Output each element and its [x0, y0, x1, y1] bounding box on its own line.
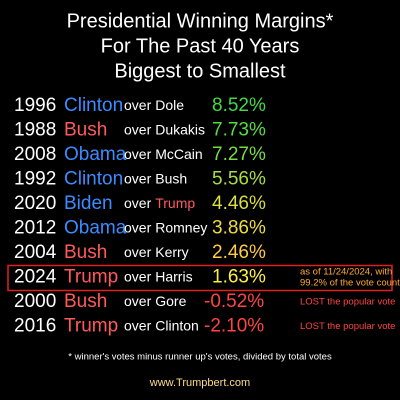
note: as of 11/24/2024, with — [300, 267, 392, 278]
margin: 1.63% — [212, 267, 266, 288]
over: over — [124, 317, 152, 333]
margin: 5.56% — [212, 169, 266, 190]
loser: Dukakis — [155, 121, 205, 137]
year: 1988 — [14, 120, 56, 141]
over: over — [124, 219, 152, 235]
title-line: For The Past 40 Years — [101, 35, 300, 57]
note: LOST the popular vote — [300, 297, 395, 308]
winner: Obama — [64, 144, 127, 165]
over: over — [124, 121, 152, 137]
year: 2000 — [14, 291, 56, 312]
over: over — [124, 146, 152, 162]
winner: Bush — [64, 291, 107, 312]
year: 2016 — [14, 316, 56, 337]
loser: Gore — [155, 293, 186, 309]
over: over — [124, 170, 152, 186]
over: over — [124, 293, 152, 309]
margin: 7.27% — [212, 144, 266, 165]
winner: Obama — [64, 218, 127, 239]
year: 2004 — [14, 242, 57, 263]
opponent: over Clinton — [124, 317, 199, 333]
opponent: over Dukakis — [124, 121, 205, 137]
loser: Kerry — [155, 244, 188, 260]
opponent: over Harris — [124, 268, 193, 284]
margin: 8.52% — [212, 95, 266, 116]
url: www.Trumpbert.com — [149, 377, 250, 389]
margin: -0.52% — [204, 291, 264, 312]
loser: Harris — [155, 268, 192, 284]
opponent: over Gore — [124, 293, 187, 309]
loser: Romney — [155, 219, 207, 235]
loser: Dole — [155, 97, 184, 113]
over: over — [124, 244, 152, 260]
loser: Trump — [155, 195, 195, 211]
opponent: over Dole — [124, 97, 184, 113]
margin: 7.73% — [212, 120, 266, 141]
opponent: over Romney — [124, 219, 207, 235]
winner: Biden — [64, 193, 113, 214]
year: 2008 — [14, 144, 56, 165]
winner: Bush — [64, 242, 107, 263]
loser: Clinton — [155, 317, 199, 333]
year: 1992 — [14, 169, 56, 190]
year: 2024 — [14, 267, 57, 288]
margin: 2.46% — [212, 242, 266, 263]
opponent: over Trump — [124, 195, 195, 211]
winner: Clinton — [64, 169, 123, 190]
title-line: Presidential Winning Margins* — [67, 10, 334, 32]
note: LOST the popular vote — [300, 321, 395, 332]
footnote: * winner's votes minus runner up's votes… — [68, 352, 332, 363]
winner: Trump — [64, 316, 118, 337]
over: over — [124, 97, 152, 113]
year: 1996 — [14, 95, 56, 116]
highlight-box — [7, 264, 393, 292]
opponent: over Kerry — [124, 244, 189, 260]
winner: Bush — [64, 120, 107, 141]
title-line: Biggest to Smallest — [114, 60, 286, 82]
margin: -2.10% — [204, 316, 264, 337]
loser: McCain — [155, 146, 202, 162]
winner: Trump — [64, 267, 118, 288]
year: 2020 — [14, 193, 56, 214]
winner: Clinton — [64, 95, 123, 116]
loser: Bush — [155, 170, 187, 186]
margin: 3.86% — [212, 218, 266, 239]
year: 2012 — [14, 218, 56, 239]
opponent: over Bush — [124, 170, 187, 186]
note: 99.2% of the vote counted — [300, 278, 400, 289]
margin: 4.46% — [212, 193, 266, 214]
opponent: over McCain — [124, 146, 203, 162]
over: over — [124, 195, 152, 211]
over: over — [124, 268, 152, 284]
